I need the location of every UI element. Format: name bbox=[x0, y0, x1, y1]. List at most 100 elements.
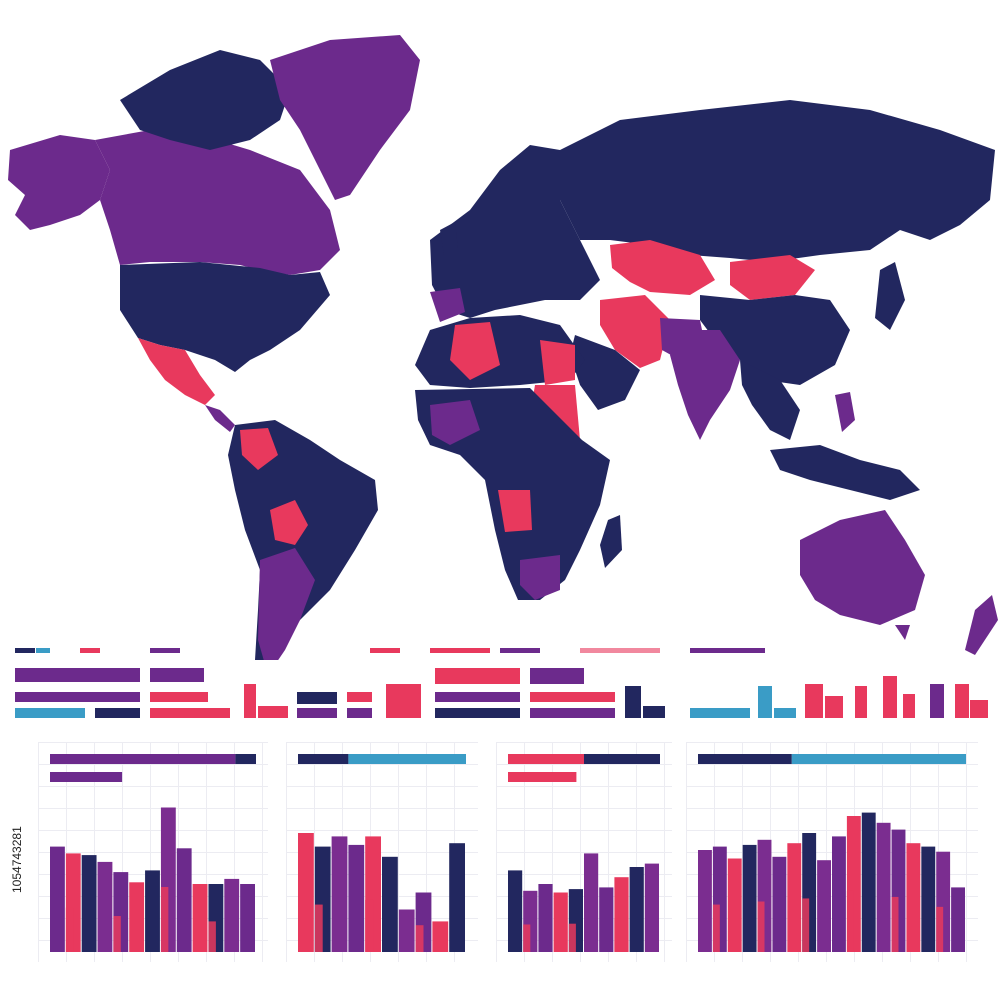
chart-bar bbox=[97, 861, 113, 952]
side-id-text: 1054743281 bbox=[10, 826, 24, 894]
chart-bar bbox=[129, 882, 145, 952]
chart-bar bbox=[921, 846, 936, 952]
mexico-region bbox=[138, 338, 215, 405]
tasmania-region bbox=[895, 625, 910, 640]
chart-bar-overlay bbox=[314, 904, 323, 952]
chart-bar bbox=[398, 909, 415, 952]
arctic-islands-region bbox=[120, 50, 290, 150]
japan-region bbox=[875, 262, 905, 330]
mini-bar-strip bbox=[15, 648, 988, 718]
angola-region bbox=[498, 490, 532, 532]
top-tick-marks bbox=[15, 648, 765, 653]
mongolia-region bbox=[730, 255, 815, 300]
egypt-region bbox=[540, 340, 575, 385]
australia-region bbox=[800, 510, 925, 625]
chart-bar bbox=[832, 836, 846, 952]
chart-panel-3 bbox=[496, 742, 672, 962]
chart-bar-overlay bbox=[936, 906, 944, 952]
chart-bar-overlay bbox=[208, 921, 216, 952]
greenland-region bbox=[270, 35, 420, 200]
chart-bar-overlay bbox=[757, 901, 765, 952]
chart-header-bar bbox=[584, 754, 660, 764]
europe-region bbox=[430, 145, 600, 318]
chart-bar bbox=[629, 867, 644, 952]
chart-bar-overlay bbox=[846, 890, 854, 952]
chart-bar-overlay bbox=[568, 923, 576, 952]
chart-bar bbox=[861, 812, 876, 952]
chart-bar bbox=[817, 860, 831, 952]
argentina-region bbox=[258, 548, 315, 660]
kazakhstan-region bbox=[610, 240, 715, 295]
chart-bar bbox=[644, 863, 659, 952]
chart-bar bbox=[599, 887, 614, 952]
west-africa-region bbox=[430, 400, 480, 445]
chart-header-bar bbox=[298, 754, 349, 764]
chart-header-bar bbox=[50, 754, 236, 764]
chart-bar bbox=[192, 884, 208, 952]
chart-header-bar bbox=[508, 754, 584, 764]
bar-chart-3 bbox=[508, 754, 660, 952]
philippines-region bbox=[835, 392, 855, 432]
chart-bar-overlay bbox=[415, 925, 424, 952]
strip-right-bars bbox=[690, 676, 988, 718]
chart-bar bbox=[727, 858, 742, 952]
bar-chart-2 bbox=[298, 754, 466, 952]
chart-bar-overlay bbox=[65, 907, 74, 952]
chart-bar bbox=[298, 833, 314, 952]
canada-region bbox=[95, 130, 340, 275]
chart-panel-2 bbox=[286, 742, 478, 962]
chart-bar bbox=[553, 892, 568, 952]
indonesia-region bbox=[770, 445, 920, 500]
southeast-asia-region bbox=[740, 360, 800, 440]
chart-bar bbox=[742, 844, 757, 952]
chart-bar-overlay bbox=[113, 916, 121, 952]
chart-header-bar bbox=[508, 772, 577, 782]
chart-header-bar bbox=[235, 754, 256, 764]
chart-panel-1 bbox=[38, 742, 268, 962]
bar-chart-1 bbox=[50, 754, 256, 952]
chart-bar bbox=[698, 850, 712, 952]
chart-bar-overlay bbox=[523, 924, 531, 952]
bolivia-region bbox=[270, 500, 308, 545]
chart-bar bbox=[538, 884, 553, 952]
middle-east-region bbox=[600, 295, 670, 368]
chart-bar-overlay bbox=[614, 918, 622, 952]
chart-bar bbox=[240, 884, 255, 952]
central-america-region bbox=[205, 405, 235, 432]
chart-bar-overlay bbox=[365, 899, 374, 952]
chart-bar-overlay bbox=[891, 896, 899, 952]
chart-bar bbox=[508, 870, 523, 952]
chart-bar bbox=[432, 921, 449, 952]
chart-bar bbox=[50, 846, 65, 952]
chart-bar bbox=[331, 836, 348, 952]
strip-middle-bars bbox=[297, 668, 665, 718]
chart-header-bar bbox=[50, 772, 123, 782]
iberia-region bbox=[430, 288, 465, 322]
chart-bar bbox=[876, 822, 891, 952]
chart-bar bbox=[772, 856, 787, 952]
madagascar-region bbox=[600, 515, 622, 568]
chart-bar-overlay bbox=[712, 904, 720, 952]
bar-chart-4 bbox=[698, 754, 966, 952]
strip-left-bars bbox=[15, 668, 288, 718]
south-africa-region bbox=[520, 555, 560, 600]
chart-bar bbox=[176, 848, 192, 952]
chart-bar bbox=[951, 887, 965, 952]
chart-bar bbox=[224, 878, 240, 952]
alaska-region bbox=[8, 135, 110, 230]
chart-header-bar bbox=[791, 754, 966, 764]
chart-header-bar bbox=[348, 754, 466, 764]
arabia-region bbox=[570, 335, 640, 410]
chart-bar bbox=[382, 856, 398, 952]
colombia-region bbox=[240, 428, 278, 470]
uk-region bbox=[440, 222, 458, 255]
chart-bar bbox=[449, 843, 465, 952]
chart-bar bbox=[906, 843, 921, 952]
world-map bbox=[8, 35, 998, 660]
chart-header-bar bbox=[698, 754, 792, 764]
chart-bar-overlay bbox=[160, 886, 169, 952]
china-region bbox=[700, 295, 850, 385]
russia-region bbox=[560, 100, 995, 262]
chart-bar bbox=[584, 853, 599, 952]
chart-bar bbox=[145, 870, 160, 952]
